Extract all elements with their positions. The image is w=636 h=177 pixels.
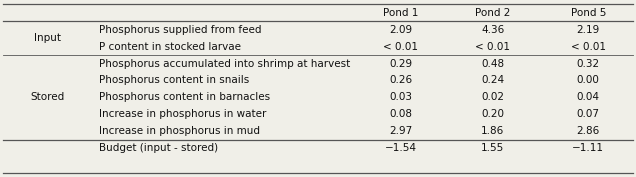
Text: < 0.01: < 0.01 [383,42,418,52]
Text: 1.86: 1.86 [481,126,504,136]
Text: 2.97: 2.97 [389,126,412,136]
Text: Increase in phosphorus in water: Increase in phosphorus in water [99,109,266,119]
Text: 0.48: 0.48 [481,59,504,68]
Text: 4.36: 4.36 [481,25,504,35]
Text: 0.08: 0.08 [389,109,412,119]
Text: 0.00: 0.00 [577,76,600,85]
Text: −1.54: −1.54 [385,143,417,153]
Text: Pond 2: Pond 2 [475,8,511,18]
Text: 0.20: 0.20 [481,109,504,119]
Text: Budget (input - stored): Budget (input - stored) [99,143,218,153]
Text: Phosphorus content in snails: Phosphorus content in snails [99,76,249,85]
Text: 0.24: 0.24 [481,76,504,85]
Text: 0.29: 0.29 [389,59,412,68]
Text: −1.11: −1.11 [572,143,604,153]
Text: P content in stocked larvae: P content in stocked larvae [99,42,240,52]
Text: 2.19: 2.19 [577,25,600,35]
Text: 0.32: 0.32 [577,59,600,68]
Text: Stored: Stored [31,92,65,102]
Text: Phosphorus accumulated into shrimp at harvest: Phosphorus accumulated into shrimp at ha… [99,59,350,68]
Text: 2.86: 2.86 [577,126,600,136]
Text: Pond 5: Pond 5 [570,8,606,18]
Text: Input: Input [34,33,61,43]
Text: 0.02: 0.02 [481,92,504,102]
Text: 1.55: 1.55 [481,143,504,153]
Text: < 0.01: < 0.01 [475,42,511,52]
Text: 2.09: 2.09 [389,25,412,35]
Text: Phosphorus supplied from feed: Phosphorus supplied from feed [99,25,261,35]
Text: < 0.01: < 0.01 [570,42,606,52]
Text: 0.26: 0.26 [389,76,412,85]
Text: 0.04: 0.04 [577,92,600,102]
Text: 0.07: 0.07 [577,109,600,119]
Text: 0.03: 0.03 [389,92,412,102]
Text: Increase in phosphorus in mud: Increase in phosphorus in mud [99,126,259,136]
Text: Pond 1: Pond 1 [383,8,418,18]
Text: Phosphorus content in barnacles: Phosphorus content in barnacles [99,92,270,102]
